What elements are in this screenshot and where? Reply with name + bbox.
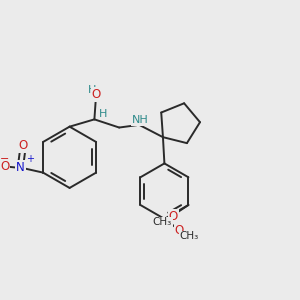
Text: O: O — [18, 139, 28, 152]
Text: O: O — [92, 88, 101, 101]
Text: O: O — [169, 210, 178, 223]
Text: CH₃: CH₃ — [180, 231, 199, 242]
Text: +: + — [26, 154, 34, 164]
Text: H: H — [99, 109, 107, 118]
Text: NH: NH — [132, 115, 149, 125]
Text: O: O — [175, 224, 184, 237]
Text: H: H — [88, 85, 97, 94]
Text: −: − — [0, 154, 9, 164]
Text: N: N — [16, 161, 25, 174]
Text: CH₃: CH₃ — [152, 218, 172, 227]
Text: O: O — [0, 160, 10, 173]
